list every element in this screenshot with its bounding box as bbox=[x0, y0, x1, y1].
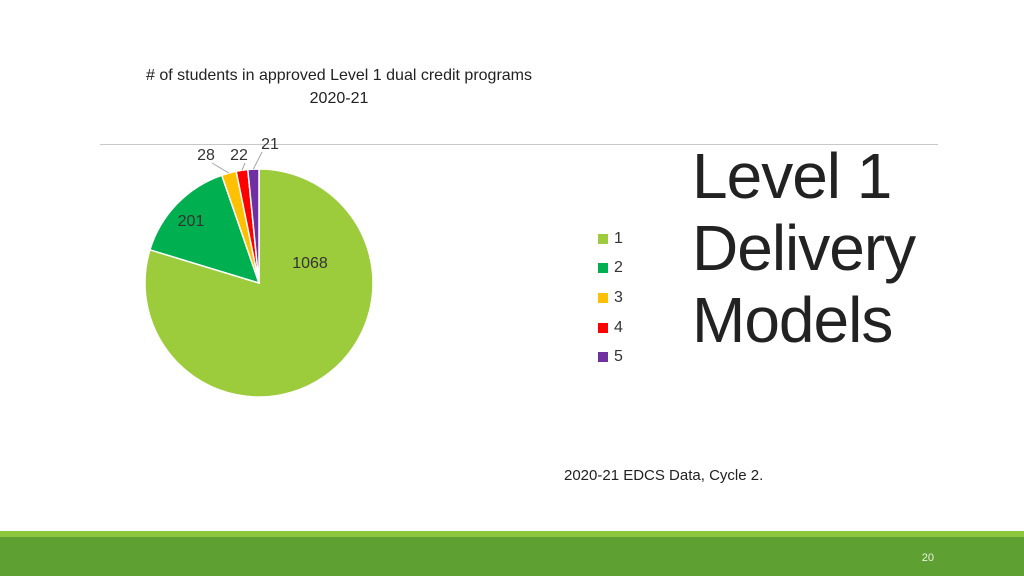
legend-swatch bbox=[598, 263, 608, 274]
horizontal-divider bbox=[100, 144, 938, 145]
slide-title-line: Delivery bbox=[692, 212, 916, 284]
data-label: 201 bbox=[178, 213, 205, 230]
leader-line bbox=[211, 162, 230, 174]
slide-title-line: Level 1 bbox=[692, 140, 892, 212]
legend-label: 4 bbox=[614, 318, 623, 336]
legend-label: 2 bbox=[614, 259, 623, 277]
footer-bar bbox=[0, 537, 1024, 576]
pie-slice-1 bbox=[144, 168, 374, 398]
chart-subtitle: 2020-21 bbox=[309, 90, 369, 107]
chart-title: # of students in approved Level 1 dual c… bbox=[100, 64, 578, 110]
legend-swatch bbox=[598, 352, 608, 363]
source-note: 2020-21 EDCS Data, Cycle 2. bbox=[564, 467, 764, 484]
pie-chart: 1068 201 28 22 21 bbox=[144, 136, 374, 398]
data-label: 28 bbox=[197, 147, 215, 164]
slide-title-line: Models bbox=[692, 284, 893, 356]
chart-title-line: # of students in approved Level 1 dual c… bbox=[145, 67, 532, 84]
legend-item: 1 bbox=[598, 224, 623, 254]
legend-item: 2 bbox=[598, 254, 623, 284]
leader-line bbox=[252, 151, 263, 170]
leader-line bbox=[241, 162, 246, 171]
footer-accent-bar bbox=[0, 531, 1024, 537]
legend-label: 1 bbox=[614, 229, 623, 247]
legend-swatch bbox=[598, 322, 608, 333]
legend-item: 4 bbox=[598, 313, 623, 343]
legend-label: 3 bbox=[614, 288, 623, 306]
legend-label: 5 bbox=[614, 348, 623, 366]
chart-legend: 1 2 3 4 5 bbox=[598, 224, 623, 372]
data-label: 22 bbox=[230, 147, 248, 164]
legend-swatch bbox=[598, 292, 608, 303]
legend-swatch bbox=[598, 233, 608, 244]
pie-slice-2 bbox=[149, 174, 261, 285]
legend-item: 3 bbox=[598, 283, 623, 313]
data-label: 21 bbox=[261, 136, 279, 153]
page-number: 20 bbox=[921, 552, 934, 564]
slide-title: Level 1 Delivery Models bbox=[692, 140, 916, 356]
legend-item: 5 bbox=[598, 342, 623, 372]
data-label: 1068 bbox=[292, 255, 328, 272]
